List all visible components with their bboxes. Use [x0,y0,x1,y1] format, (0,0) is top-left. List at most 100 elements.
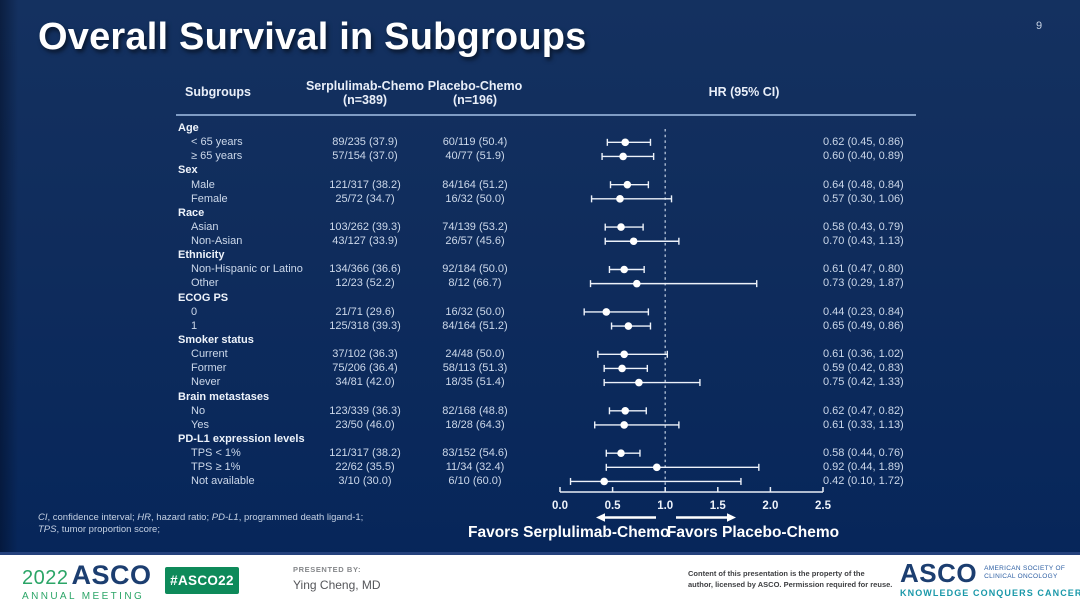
hr-ci-value: 0.62 (0.45, 0.86) [823,136,904,149]
subgroup-label: TPS ≥ 1% [191,461,241,474]
section-row: Race [0,206,1080,220]
subgroup-row: Non-Hispanic or Latino 134/366 (36.6) 92/1… [0,262,1080,276]
subgroup-row: 0 21/71 (29.6) 16/32 (50.0) 0.44 (0.23, 0.8… [0,305,1080,319]
column-header-hr: HR (95% CI) [708,85,780,99]
serplulimab-value: 89/235 (37.9) [332,136,398,149]
subgroup-label: Non-Asian [191,235,243,247]
serplulimab-value: 12/23 (52.2) [335,277,395,290]
favors-right-label: Favors Placebo-Chemo [666,524,840,541]
hashtag-badge: #ASCO22 [165,567,239,594]
footnote-segment: TPS [38,524,57,535]
serplulimab-value: 22/62 (35.5) [335,461,395,474]
copyright-line1: Content of this presentation is the prop… [688,569,865,578]
copyright-notice: Content of this presentation is the prop… [688,568,892,590]
asco-society-line2: CLINICAL ONCOLOGY [984,573,1058,580]
subgroup-label: 1 [191,319,198,332]
section-row: Smoker status [0,333,1080,347]
placebo-value: 24/48 (50.0) [445,348,505,361]
subgroup-label: Current [191,348,228,361]
serplulimab-value: 134/366 (36.6) [329,263,401,276]
serplulimab-value: 57/154 (37.0) [332,150,398,163]
column-header-placebo-line2: (n=196) [452,93,498,107]
hr-ci-value: 0.92 (0.44, 1.89) [823,461,904,474]
serplulimab-value: 103/262 (39.3) [329,220,401,233]
placebo-value: 18/28 (64.3) [445,418,505,431]
placebo-value: 83/152 (54.6) [442,447,508,459]
section-label: ECOG PS [178,291,229,304]
subgroup-row: Current 37/102 (36.3) 24/48 (50.0) 0.61 (0.… [0,347,1080,361]
subgroup-row: ≥ 65 years 57/154 (37.0) 40/77 (51.9) 0.60 … [0,149,1080,163]
subgroup-label: Asian [191,220,219,233]
subgroup-label: No [191,404,206,417]
footnote-segment: , programmed death ligand-1; [238,512,364,523]
section-row: PD-L1 expression levels [0,432,1080,446]
subgroup-label: Male [191,178,215,191]
section-label: Ethnicity [178,249,225,262]
subgroup-row: TPS ≥ 1% 22/62 (35.5) 11/34 (32.4) 0.92 (0.… [0,460,1080,474]
asco-2022-annual-meeting-logo: 2022 ASCO ANNUAL MEETING [22,560,152,602]
section-label: Brain metastases [178,390,270,403]
subgroup-label: Never [191,376,221,389]
placebo-value: 40/77 (51.9) [445,150,505,163]
subgroup-label: < 65 years [191,136,243,149]
subgroup-row: Other 12/23 (52.2) 8/12 (66.7) 0.73 (0.29, … [0,276,1080,290]
section-label: Smoker status [178,334,254,346]
logo-annual-meeting-text: ANNUAL MEETING [22,591,145,602]
subgroup-label: TPS < 1% [191,447,241,459]
axis-tick-label: 0.5 [605,500,622,512]
placebo-value: 84/164 (51.2) [442,319,508,332]
footnote-line2: TPS, tumor proportion score; [38,524,363,536]
footnote-segment: PD-L1 [211,512,239,523]
column-header-serplulimab: Serplulimab-Chemo (n=389) [280,79,450,107]
subgroup-row: Asian 103/262 (39.3) 74/139 (53.2) 0.58 (0.… [0,220,1080,234]
hr-ci-value: 0.61 (0.47, 0.80) [823,263,904,276]
asco-logo-text: ASCO [900,558,978,588]
section-row: Brain metastases [0,390,1080,404]
presenter-block: PRESENTED BY: Ying Cheng, MD [293,565,381,592]
page-number: 9 [1036,20,1043,32]
hr-ci-value: 0.70 (0.43, 1.13) [823,235,904,247]
placebo-value: 26/57 (45.6) [445,235,505,247]
serplulimab-value: 123/339 (36.3) [329,404,401,417]
column-header-serplulimab-line2: (n=389) [342,93,388,107]
abbreviations-footnote: CI, confidence interval; HR, hazard rati… [38,512,363,536]
subgroup-label: 0 [191,305,198,318]
section-row: Ethnicity [0,248,1080,262]
subgroup-label: Not available [191,475,255,488]
subgroup-label: Yes [191,418,209,431]
page-title: Overall Survival in Subgroups [38,16,587,58]
serplulimab-value: 37/102 (36.3) [332,348,398,361]
axis-tick-label: 2.0 [762,500,778,512]
header-divider [176,114,916,116]
placebo-value: 84/164 (51.2) [442,178,508,191]
serplulimab-value: 121/317 (38.2) [329,447,401,459]
favors-left-label: Favors Serplulimab-Chemo [468,524,670,541]
footnote-line1: CI, confidence interval; HR, hazard rati… [38,512,363,524]
hr-ci-value: 0.57 (0.30, 1.06) [823,192,904,205]
placebo-value: 16/32 (50.0) [445,305,505,318]
serplulimab-value: 34/81 (42.0) [335,376,395,389]
serplulimab-value: 23/50 (46.0) [335,418,395,431]
placebo-value: 8/12 (66.7) [448,277,502,290]
placebo-value: 58/113 (51.3) [442,362,508,375]
subgroup-row: Female 25/72 (34.7) 16/32 (50.0) 0.57 (0.30… [0,192,1080,206]
copyright-line2: author, licensed by ASCO. Permission req… [688,580,893,589]
section-label: Sex [178,164,198,177]
hr-ci-value: 0.65 (0.49, 0.86) [823,319,904,332]
subgroup-label: ≥ 65 years [191,150,243,163]
column-header-serplulimab-line1: Serplulimab-Chemo [305,79,425,93]
hr-ci-value: 0.64 (0.48, 0.84) [823,178,904,191]
hr-ci-value: 0.60 (0.40, 0.89) [823,150,904,163]
serplulimab-value: 43/127 (33.9) [332,235,398,247]
asco-society-line1: AMERICAN SOCIETY OF [984,565,1066,572]
subgroup-row: Non-Asian 43/127 (33.9) 26/57 (45.6) 0.70 (… [0,234,1080,248]
placebo-value: 60/119 (50.4) [442,136,508,149]
footnote-segment: , tumor proportion score; [56,524,160,535]
hr-ci-value: 0.62 (0.47, 0.82) [823,404,904,417]
footnote-segment: , hazard ratio; [151,512,212,523]
logo-year-text: 2022 [22,567,69,589]
presenter-name: Ying Cheng, MD [293,578,381,592]
hr-ci-value: 0.42 (0.10, 1.72) [823,475,904,488]
subgroup-row: Male 121/317 (38.2) 84/164 (51.2) 0.64 (0.4… [0,178,1080,192]
placebo-value: 6/10 (60.0) [448,475,502,488]
